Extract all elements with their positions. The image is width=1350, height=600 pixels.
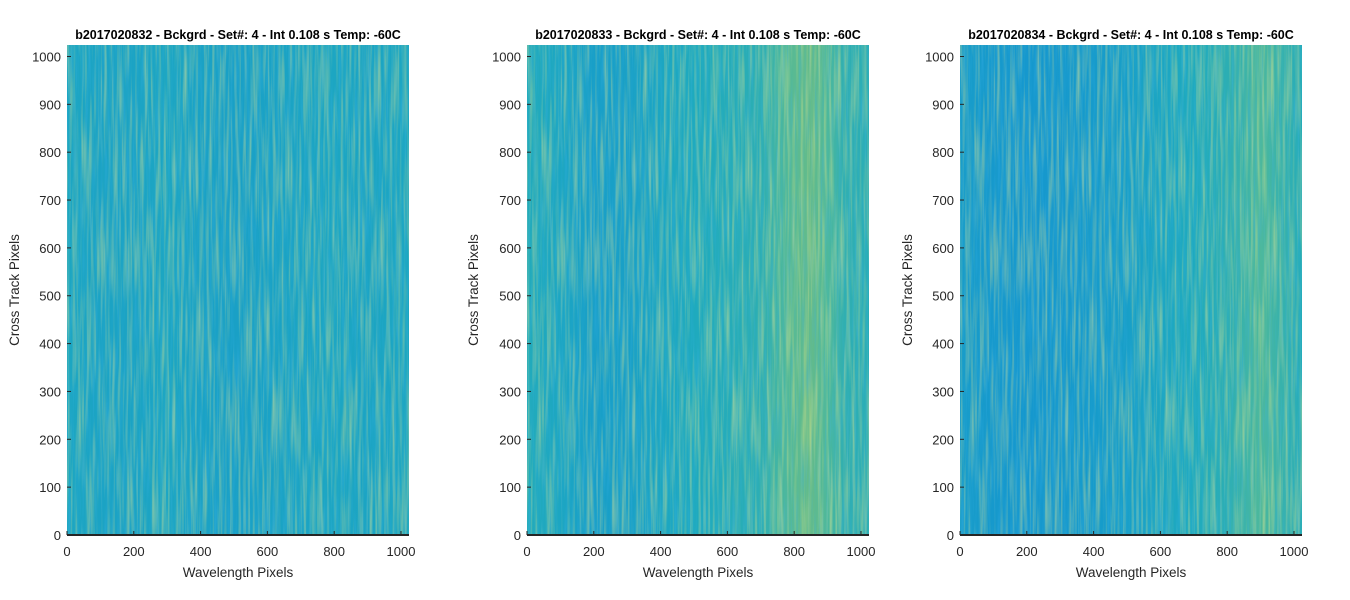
y-tick-label: 900: [499, 97, 521, 112]
y-tick-label: 0: [54, 528, 61, 543]
y-tick-label: 500: [932, 289, 954, 304]
x-tick-label: 600: [1150, 544, 1172, 559]
y-tick-label: 900: [39, 97, 61, 112]
y-tick-label: 0: [947, 528, 954, 543]
y-tick-label: 1000: [925, 49, 954, 64]
y-tick-label: 300: [39, 384, 61, 399]
y-tick-label: 400: [39, 337, 61, 352]
y-tick-label: 100: [932, 480, 954, 495]
y-tick-label: 400: [932, 337, 954, 352]
x-tick-label: 0: [63, 544, 70, 559]
heatmap-panel-1: b2017020832 - Bckgrd - Set#: 4 - Int 0.1…: [7, 28, 415, 580]
y-tick-label: 500: [39, 289, 61, 304]
heatmap-panel-2: b2017020833 - Bckgrd - Set#: 4 - Int 0.1…: [466, 28, 875, 580]
x-tick-label: 200: [123, 544, 145, 559]
y-tick-label: 200: [39, 432, 61, 447]
x-tick-label: 800: [323, 544, 345, 559]
x-tick-label: 0: [523, 544, 530, 559]
heatmap-texture-bright: [527, 45, 869, 535]
y-tick-label: 300: [499, 384, 521, 399]
x-tick-label: 1000: [1280, 544, 1309, 559]
y-tick-label: 200: [932, 432, 954, 447]
heatmap-texture-bright: [960, 45, 1302, 535]
y-tick-label: 600: [39, 241, 61, 256]
y-tick-label: 800: [932, 145, 954, 160]
y-tick-label: 1000: [32, 49, 61, 64]
y-tick-label: 700: [932, 193, 954, 208]
y-axis-ticks: 0 100 200 300 400 500 600 700 800 900 1000: [32, 49, 71, 543]
x-tick-label: 400: [190, 544, 212, 559]
y-axis-ticks: 0 100 200 300 400 500 600 700 800 900 1000: [492, 49, 531, 543]
x-axis-ticks: 0 200 400 600 800 1000: [63, 531, 415, 559]
x-tick-label: 1000: [847, 544, 876, 559]
y-tick-label: 700: [39, 193, 61, 208]
x-axis-label: Wavelength Pixels: [643, 565, 754, 580]
x-tick-label: 800: [783, 544, 805, 559]
y-tick-label: 600: [932, 241, 954, 256]
y-tick-label: 100: [499, 480, 521, 495]
y-tick-label: 100: [39, 480, 61, 495]
y-tick-label: 700: [499, 193, 521, 208]
x-tick-label: 600: [257, 544, 279, 559]
y-tick-label: 400: [499, 337, 521, 352]
y-tick-label: 800: [499, 145, 521, 160]
y-axis-label: Cross Track Pixels: [466, 234, 481, 346]
x-tick-label: 1000: [387, 544, 416, 559]
x-tick-label: 200: [583, 544, 605, 559]
heatmap-panel-3: b2017020834 - Bckgrd - Set#: 4 - Int 0.1…: [900, 28, 1308, 580]
y-tick-label: 300: [932, 384, 954, 399]
x-axis-label: Wavelength Pixels: [1076, 565, 1187, 580]
chart-title: b2017020834 - Bckgrd - Set#: 4 - Int 0.1…: [968, 28, 1294, 42]
x-axis-ticks: 0 200 400 600 800 1000: [523, 531, 875, 559]
heatmap-texture-bright: [67, 45, 409, 535]
x-axis-label: Wavelength Pixels: [183, 565, 294, 580]
x-tick-label: 0: [956, 544, 963, 559]
x-tick-label: 600: [717, 544, 739, 559]
plot-area: [67, 45, 409, 536]
y-tick-label: 0: [514, 528, 521, 543]
x-tick-label: 400: [1083, 544, 1105, 559]
chart-title: b2017020832 - Bckgrd - Set#: 4 - Int 0.1…: [75, 28, 401, 42]
y-tick-label: 500: [499, 289, 521, 304]
y-tick-label: 200: [499, 432, 521, 447]
x-tick-label: 400: [650, 544, 672, 559]
chart-title: b2017020833 - Bckgrd - Set#: 4 - Int 0.1…: [535, 28, 861, 42]
y-axis-label: Cross Track Pixels: [900, 234, 915, 346]
y-tick-label: 800: [39, 145, 61, 160]
x-tick-label: 200: [1016, 544, 1038, 559]
y-tick-label: 900: [932, 97, 954, 112]
y-tick-label: 600: [499, 241, 521, 256]
x-axis-ticks: 0 200 400 600 800 1000: [956, 531, 1308, 559]
plot-area: [527, 45, 869, 536]
y-tick-label: 1000: [492, 49, 521, 64]
plot-area: [960, 45, 1302, 536]
x-tick-label: 800: [1216, 544, 1238, 559]
y-axis-label: Cross Track Pixels: [7, 234, 22, 346]
y-axis-ticks: 0 100 200 300 400 500 600 700 800 900 1000: [925, 49, 964, 543]
